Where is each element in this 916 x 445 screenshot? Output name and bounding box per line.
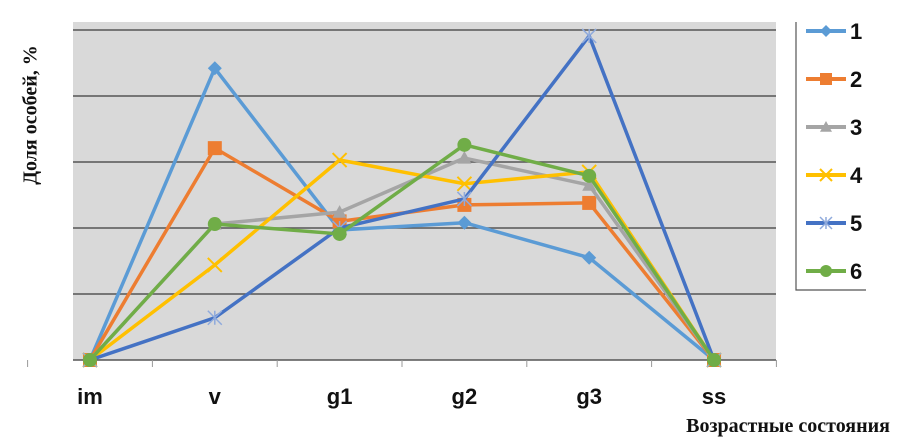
data-point [820, 73, 832, 85]
data-point [820, 265, 832, 277]
data-point [582, 168, 597, 183]
legend-label: 4 [850, 163, 863, 188]
series-line [89, 34, 716, 362]
legend-label: 1 [850, 19, 862, 44]
data-point [207, 141, 222, 156]
data-point [207, 257, 223, 273]
plot-area [73, 22, 776, 360]
data-point [207, 61, 222, 76]
series-line [88, 158, 716, 362]
data-point [819, 216, 833, 230]
data-point [581, 28, 597, 44]
data-point [457, 151, 472, 164]
legend-item-4: 4 [806, 163, 863, 188]
legend-item-2: 2 [806, 67, 862, 92]
data-point [457, 215, 472, 230]
series-line [88, 66, 716, 362]
legend-label: 2 [850, 67, 862, 92]
x-tick-label: g2 [452, 384, 478, 409]
data-point [207, 217, 222, 232]
legend-item-1: 1 [806, 19, 862, 44]
x-tick-label: im [77, 384, 103, 409]
series-6 [83, 137, 721, 367]
legend-item-6: 6 [806, 259, 862, 284]
data-point [582, 250, 597, 265]
legend-item-5: 5 [806, 211, 862, 236]
series-line [88, 143, 716, 362]
data-point [820, 121, 832, 132]
x-tick-label: v [209, 384, 222, 409]
legend-label: 6 [850, 259, 862, 284]
legend: 1 2 3 4 5 6 [795, 19, 866, 291]
data-point [820, 25, 832, 37]
data-point [456, 191, 472, 207]
series-4 [82, 152, 722, 368]
data-point [332, 205, 347, 218]
data-point [582, 178, 597, 191]
data-point [707, 353, 721, 367]
x-tick-label: g1 [327, 384, 353, 409]
data-point [457, 137, 472, 152]
data-point [331, 152, 348, 168]
data-point [819, 168, 833, 182]
x-tick-label: ss [702, 384, 726, 409]
legend-label: 5 [850, 211, 862, 236]
x-axis-title: Возрастные состояния [686, 415, 890, 437]
legend-label: 3 [850, 115, 862, 140]
data-point [83, 353, 97, 367]
x-tick-label: g3 [576, 384, 602, 409]
data-point [332, 226, 347, 241]
data-point [582, 195, 597, 210]
data-point [207, 310, 223, 326]
data-point [456, 176, 473, 192]
y-axis-title: Доля особей, % [20, 45, 42, 185]
legend-item-3: 3 [806, 115, 862, 140]
